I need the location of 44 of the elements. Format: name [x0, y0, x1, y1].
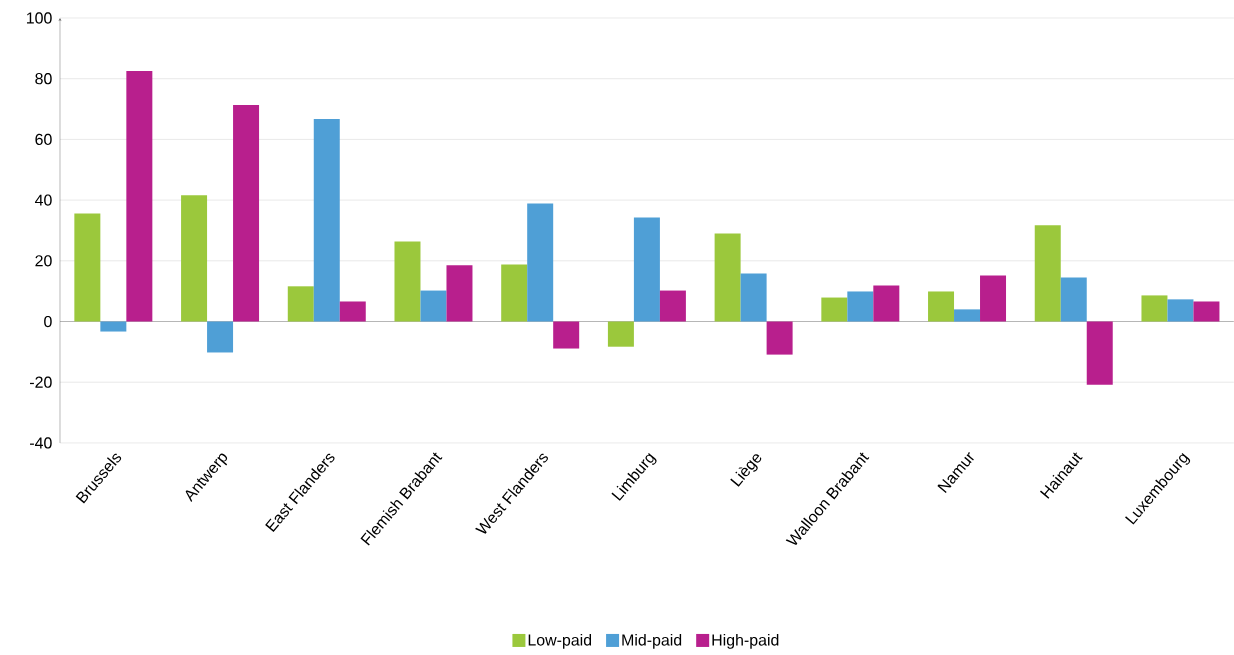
- bar: [1167, 299, 1194, 322]
- bar: [394, 241, 421, 322]
- bar: [74, 213, 101, 322]
- bar: [420, 290, 447, 322]
- bar: [287, 286, 314, 322]
- bar: [1060, 277, 1087, 322]
- bar: [714, 233, 741, 322]
- bar: [740, 273, 767, 322]
- bar: [847, 291, 874, 322]
- bar: [766, 321, 793, 355]
- bar: [928, 291, 955, 322]
- bar: [1193, 301, 1220, 322]
- bar: [313, 119, 340, 322]
- bar: [339, 301, 366, 322]
- legend-label: High-paid: [712, 634, 779, 649]
- bar: [126, 71, 153, 322]
- bar: [527, 203, 554, 322]
- y-tick-label: 20: [35, 255, 52, 267]
- bar: [1034, 225, 1061, 322]
- y-tick-label: -40: [30, 437, 52, 449]
- y-tick-label: -20: [30, 376, 52, 388]
- bar: [1086, 321, 1113, 385]
- y-tick-label: 80: [35, 73, 52, 85]
- bar: [501, 264, 528, 322]
- bar: [181, 195, 208, 322]
- bar: [980, 275, 1007, 322]
- bar: [446, 265, 473, 322]
- legend-label: Mid-paid: [622, 634, 682, 649]
- bar: [821, 297, 848, 322]
- bar: [607, 321, 634, 347]
- bar: [954, 309, 981, 322]
- y-tick-label: 0: [44, 315, 52, 328]
- bar: [1141, 295, 1168, 322]
- legend-label: Low-paid: [528, 634, 592, 649]
- y-tick-label: 60: [35, 133, 52, 146]
- y-tick-label: 40: [34, 194, 52, 206]
- bar: [553, 321, 580, 349]
- bar: [873, 285, 900, 322]
- bar: [207, 321, 234, 353]
- bar: [659, 290, 686, 322]
- bar: [633, 217, 660, 322]
- bar: [100, 321, 127, 332]
- y-tick-label: 100: [26, 12, 52, 24]
- bar: [233, 105, 260, 322]
